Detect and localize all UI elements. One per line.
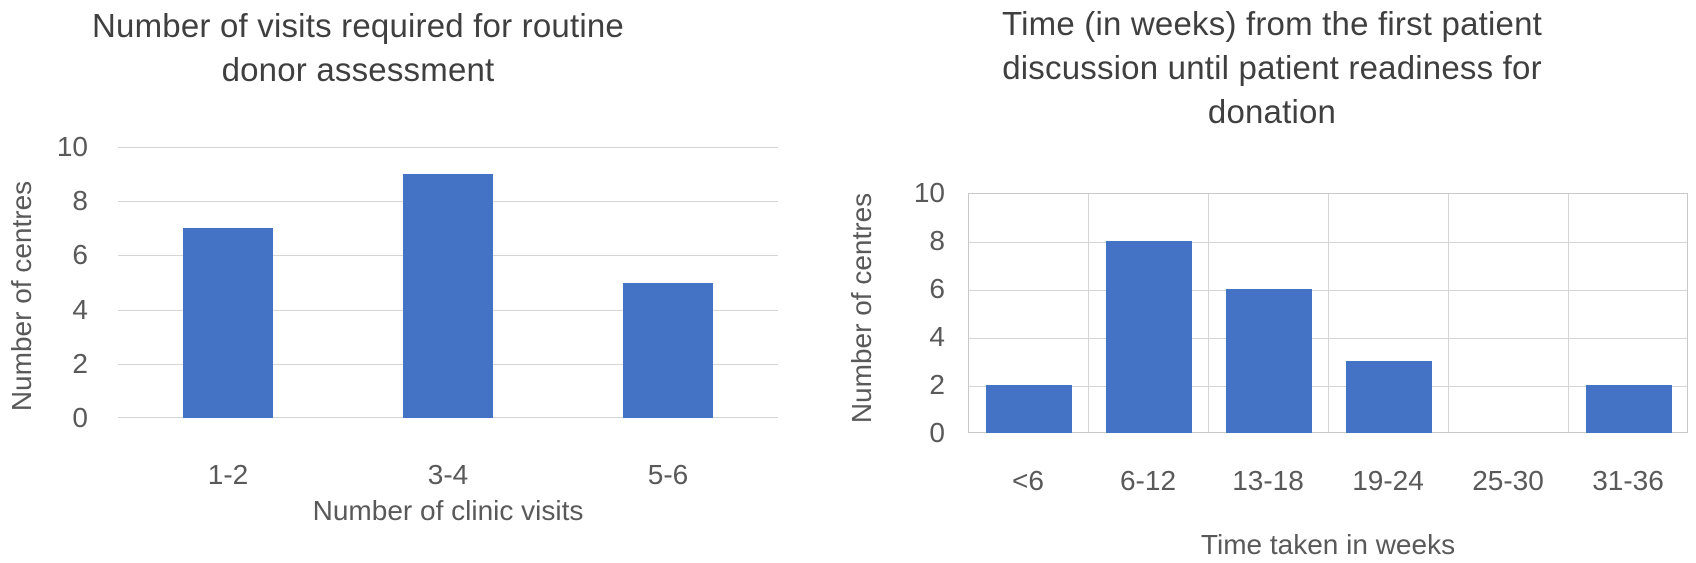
plot-area: [118, 147, 778, 418]
y-tick-label: 4: [72, 293, 88, 325]
y-tick-label: 10: [913, 177, 945, 208]
y-tick-label: 10: [56, 131, 88, 162]
x-axis-title: Number of clinic visits: [312, 495, 584, 526]
gridline-vertical: [1328, 194, 1329, 432]
y-tick-label: 6: [72, 239, 88, 271]
y-tick-label: 0: [72, 402, 88, 433]
chart-title: Number of visits required for routine do…: [92, 7, 624, 88]
y-tick-label: 6: [929, 273, 945, 304]
chart-title: Time (in weeks) from the first patient d…: [1001, 5, 1543, 130]
plot-area: [968, 193, 1688, 433]
y-tick-label: 0: [929, 417, 945, 448]
y-tick-label: 8: [72, 185, 88, 217]
x-tick-label: 25-30: [1472, 465, 1544, 496]
x-tick-label: 1-2: [207, 459, 249, 490]
bar: [623, 282, 713, 418]
bar: [1226, 289, 1312, 433]
gridline-vertical: [1568, 194, 1569, 432]
y-tick-label: 2: [72, 347, 88, 379]
x-tick-label: 19-24: [1352, 465, 1424, 496]
x-tick-label: <6: [1012, 465, 1044, 496]
x-tick-label: 13-18: [1232, 465, 1304, 496]
x-tick-label: 6-12: [1119, 465, 1177, 496]
y-tick-label: 2: [929, 369, 945, 400]
bar: [1586, 385, 1672, 433]
bar: [1106, 241, 1192, 433]
bar: [403, 174, 493, 418]
bar: [986, 385, 1072, 433]
x-axis-title: Time taken in weeks: [1200, 529, 1456, 560]
gridline-vertical: [1088, 194, 1089, 432]
x-tick-label: 3-4: [427, 459, 469, 490]
bar: [1346, 361, 1432, 433]
bar: [183, 228, 273, 418]
gridline-horizontal: [118, 147, 778, 148]
x-tick-label: 31-36: [1592, 465, 1664, 496]
y-tick-label: 4: [929, 321, 945, 352]
y-tick-label: 8: [929, 225, 945, 256]
x-tick-label: 5-6: [647, 459, 689, 490]
gridline-vertical: [1448, 194, 1449, 432]
gridline-vertical: [1208, 194, 1209, 432]
